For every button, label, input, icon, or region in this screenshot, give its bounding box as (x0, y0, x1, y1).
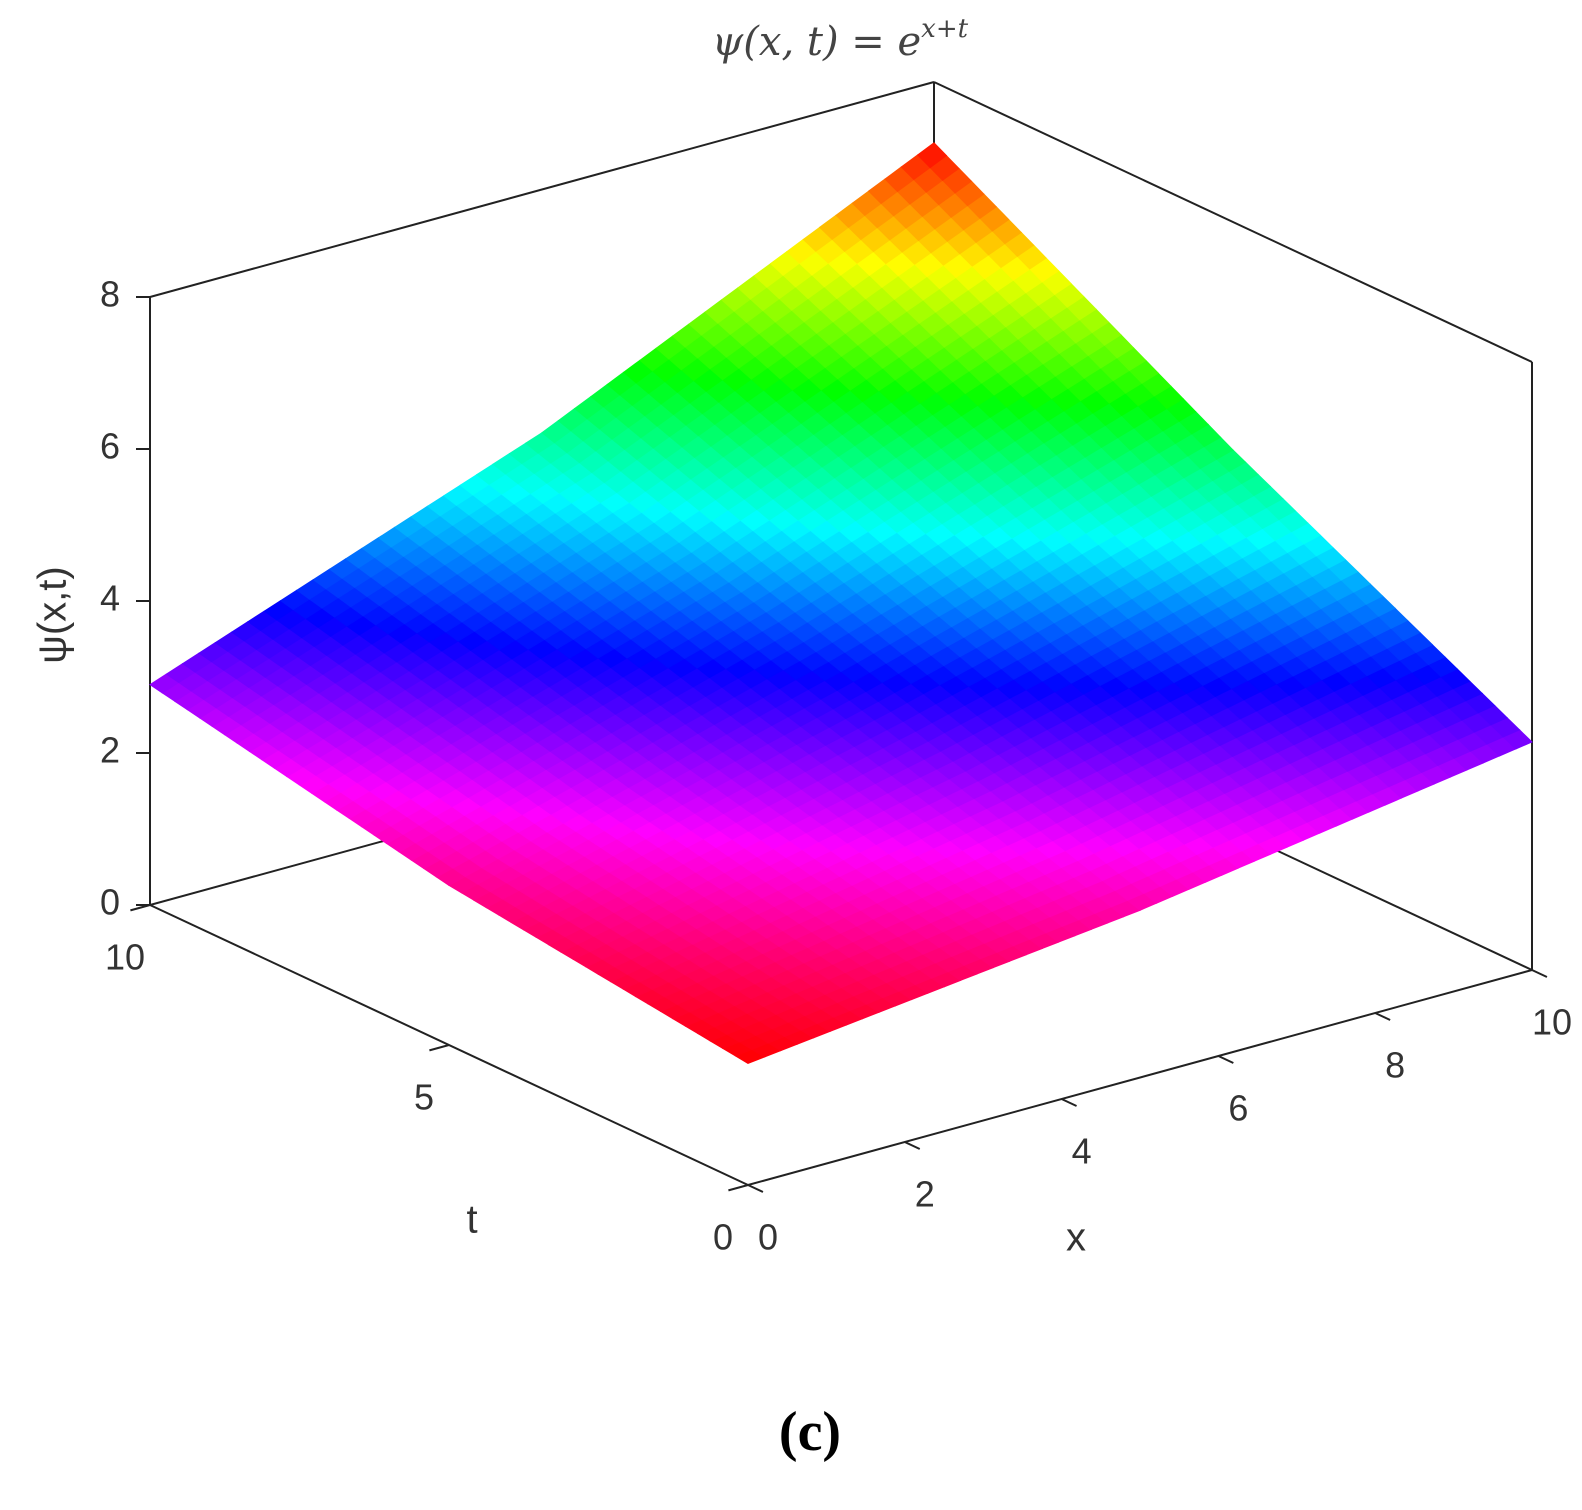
x-tick (1531, 969, 1548, 978)
x-tick (1374, 1012, 1391, 1021)
y-tick-label: 0 (713, 1217, 733, 1258)
z-tick-label: 0 (100, 882, 120, 923)
x-tick-label: 4 (1072, 1131, 1092, 1172)
x-tick-label: 6 (1228, 1088, 1248, 1129)
box-edge (149, 81, 935, 298)
x-tick-label: 10 (1532, 1002, 1572, 1043)
x-axis-label: x (1066, 1216, 1086, 1260)
title-exponent: x+t (921, 14, 968, 44)
y-tick (130, 904, 151, 912)
z-tick-label: 8 (100, 274, 120, 315)
x-tick (904, 1141, 921, 1150)
box-edge (747, 969, 1533, 1186)
y-tick-label: 10 (105, 937, 145, 978)
y-axis-label: t (466, 1198, 477, 1242)
y-tick (429, 1044, 450, 1052)
z-tick-label: 2 (100, 730, 120, 771)
z-axis-label: ψ(x,t) (31, 566, 75, 663)
surface (149, 142, 1533, 1064)
ticks: 0 2 4 6 8 0 2 4 6 8 10 0 5 10 (100, 274, 1572, 1258)
chart-title: ψ(x, t) = ex+t (712, 14, 969, 65)
y-tick-label: 5 (414, 1077, 434, 1118)
box-edge (933, 81, 1533, 363)
caption: (c) (779, 1401, 841, 1463)
y-tick (728, 1184, 749, 1192)
x-tick (1217, 1055, 1234, 1064)
z-tick-label: 6 (100, 426, 120, 467)
title-base: ψ(x, t) = e (712, 19, 921, 65)
surface-patch (916, 142, 948, 169)
x-tick (747, 1184, 764, 1193)
x-tick-label: 2 (915, 1174, 935, 1215)
x-tick (1061, 1098, 1077, 1107)
x-tick-label: 8 (1385, 1045, 1405, 1086)
z-tick-label: 4 (100, 578, 120, 619)
x-tick-label: 0 (758, 1217, 778, 1258)
